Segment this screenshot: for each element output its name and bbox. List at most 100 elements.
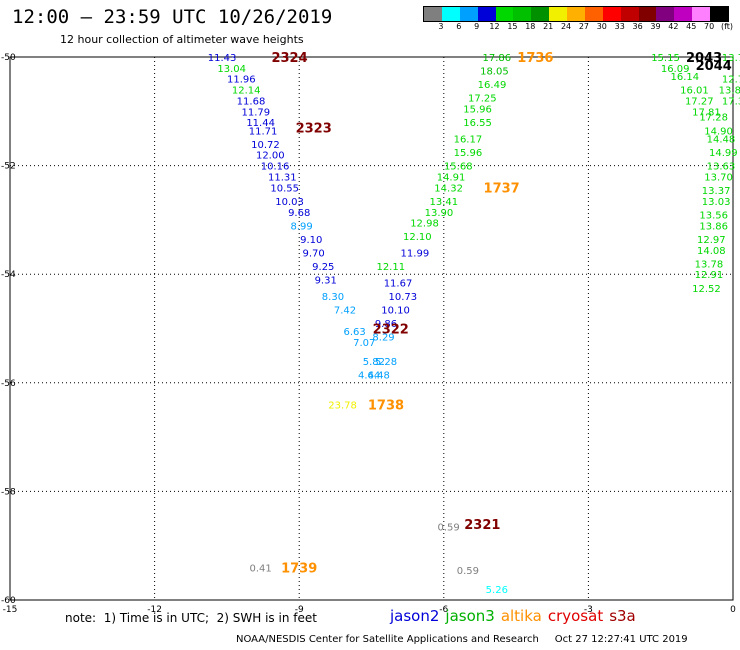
wave-height-label: 11.99 (401, 248, 430, 259)
legend-jason2: jason2 (390, 607, 440, 625)
x-tick-label: -6 (439, 605, 448, 615)
wave-height-label: 12.97 (697, 235, 726, 246)
wave-height-label: 14.99 (709, 148, 738, 159)
track-id-label: 2044 (696, 59, 732, 74)
wave-height-label: 9.70 (303, 248, 325, 259)
wave-height-label: 11.67 (384, 278, 413, 289)
colorbar-swatch (441, 7, 460, 21)
wave-height-label: 12.91 (695, 270, 724, 281)
wave-height-label: 0.59 (457, 566, 479, 577)
wave-height-label: 14.08 (697, 246, 726, 257)
wave-height-label: 16.49 (478, 80, 507, 91)
wave-height-label: 10.03 (275, 197, 304, 208)
colorbar-label: 33 (614, 22, 625, 31)
colorbar-swatch (584, 7, 603, 21)
colorbar-swatch (638, 7, 657, 21)
colorbar-swatch (692, 7, 710, 21)
wave-height-label: 16.55 (463, 118, 492, 129)
wave-height-label: 10.72 (251, 140, 280, 151)
wave-height-label: 13.63 (707, 162, 736, 173)
y-tick-label: -50 (1, 53, 16, 63)
wave-height-label: 14.91 (437, 172, 466, 183)
colorbar-swatch (549, 7, 567, 21)
colorbar-swatch (513, 7, 532, 21)
track-id-label: 1736 (517, 51, 553, 66)
wave-height-label: 12.00 (256, 151, 285, 162)
colorbar-label: 39 (650, 22, 661, 31)
wave-height-label: 12.11 (376, 262, 405, 273)
x-tick-label: -3 (584, 605, 593, 615)
wave-height-label: 8.29 (372, 333, 394, 344)
wave-height-label: 12.98 (410, 219, 439, 230)
colorbar-swatch (424, 7, 442, 21)
wave-height-label: 9.31 (315, 276, 337, 287)
wave-height-label: 10.16 (261, 162, 290, 173)
x-tick-label: -9 (295, 605, 304, 615)
track-id-label: 2043 (686, 51, 722, 66)
wave-height-label: 7.07 (353, 338, 375, 349)
colorbar-swatch (620, 7, 639, 21)
y-tick-label: -54 (1, 270, 16, 280)
wave-height-label: 16.09 (661, 64, 690, 75)
colorbar-swatch (459, 7, 478, 21)
wave-height-label: 0.41 (250, 563, 272, 574)
colorbar-swatch (477, 7, 496, 21)
x-tick-label: -12 (147, 605, 162, 615)
legend-jason3: jason3 (445, 607, 495, 625)
wave-height-label: 12.14 (232, 86, 261, 97)
colorbar-label: 6 (456, 22, 462, 31)
wave-height-label: 14.90 (704, 126, 733, 137)
wave-height-label: 12.52 (692, 284, 721, 295)
colorbar-swatch (710, 7, 728, 21)
wave-height-label: 0.59 (437, 523, 459, 534)
wave-height-label: 16.17 (454, 134, 483, 145)
colorbar-label: 12 (489, 22, 500, 31)
wave-height-label: 15.96 (463, 105, 492, 116)
colorbar-label: 24 (560, 22, 572, 31)
wave-height-label: 11.31 (268, 172, 297, 183)
wave-height-label: 11.79 (241, 107, 270, 118)
wave-height-label: 10.55 (270, 183, 299, 194)
wave-height-label: 5.82 (363, 357, 385, 368)
wave-height-label: 11.43 (208, 53, 237, 64)
wave-height-label: 17.25 (468, 94, 497, 105)
wave-height-label: 9.25 (312, 262, 334, 273)
colorbar-label: 30 (596, 22, 607, 31)
wave-height-label: 17.28 (699, 113, 728, 124)
wave-height-label: 10.10 (381, 305, 410, 316)
colorbar-label: 15 (507, 22, 518, 31)
colorbar-swatch (656, 7, 675, 21)
track-id-label: 2322 (373, 323, 409, 338)
credit-line: NOAA/NESDIS Center for Satellite Applica… (236, 634, 688, 645)
wave-height-label: 15.68 (444, 162, 473, 173)
x-tick-label: -15 (3, 605, 18, 615)
colorbar-swatch (495, 7, 514, 21)
y-tick-label: -52 (1, 162, 16, 172)
wave-height-label: 4.48 (368, 371, 390, 382)
legend-cryosat: cryosat (547, 607, 604, 625)
wave-height-label: 8.99 (290, 221, 312, 232)
colorbar-swatch (567, 7, 585, 21)
wave-height-label: 23.78 (328, 401, 357, 412)
wave-height-label: 11.44 (246, 118, 275, 129)
wave-height-label: 14.32 (434, 183, 463, 194)
wave-height-label: 18.05 (480, 67, 509, 78)
map-frame (9, 56, 734, 601)
wave-height-label: 11.71 (249, 126, 278, 137)
wave-height-label: 13.86 (699, 221, 728, 232)
colorbar-label: 9 (474, 22, 480, 31)
colorbar-label: 21 (543, 22, 554, 31)
colorbar-label: 27 (578, 22, 590, 31)
track-id-label: 1737 (484, 181, 520, 196)
wave-height-label: 10.73 (389, 292, 418, 303)
wave-height-label: 13.37 (702, 186, 731, 197)
legend-altika: altika (500, 607, 542, 625)
track-id-label: 1739 (281, 561, 317, 576)
wave-height-label: 9.10 (300, 235, 322, 246)
wave-height-label: 13.70 (704, 172, 733, 183)
wave-height-label: 14.48 (707, 134, 736, 145)
wave-height-label: 13.03 (702, 197, 731, 208)
wave-height-label: 15.96 (454, 148, 483, 159)
wave-height-label: 12.10 (403, 232, 432, 243)
